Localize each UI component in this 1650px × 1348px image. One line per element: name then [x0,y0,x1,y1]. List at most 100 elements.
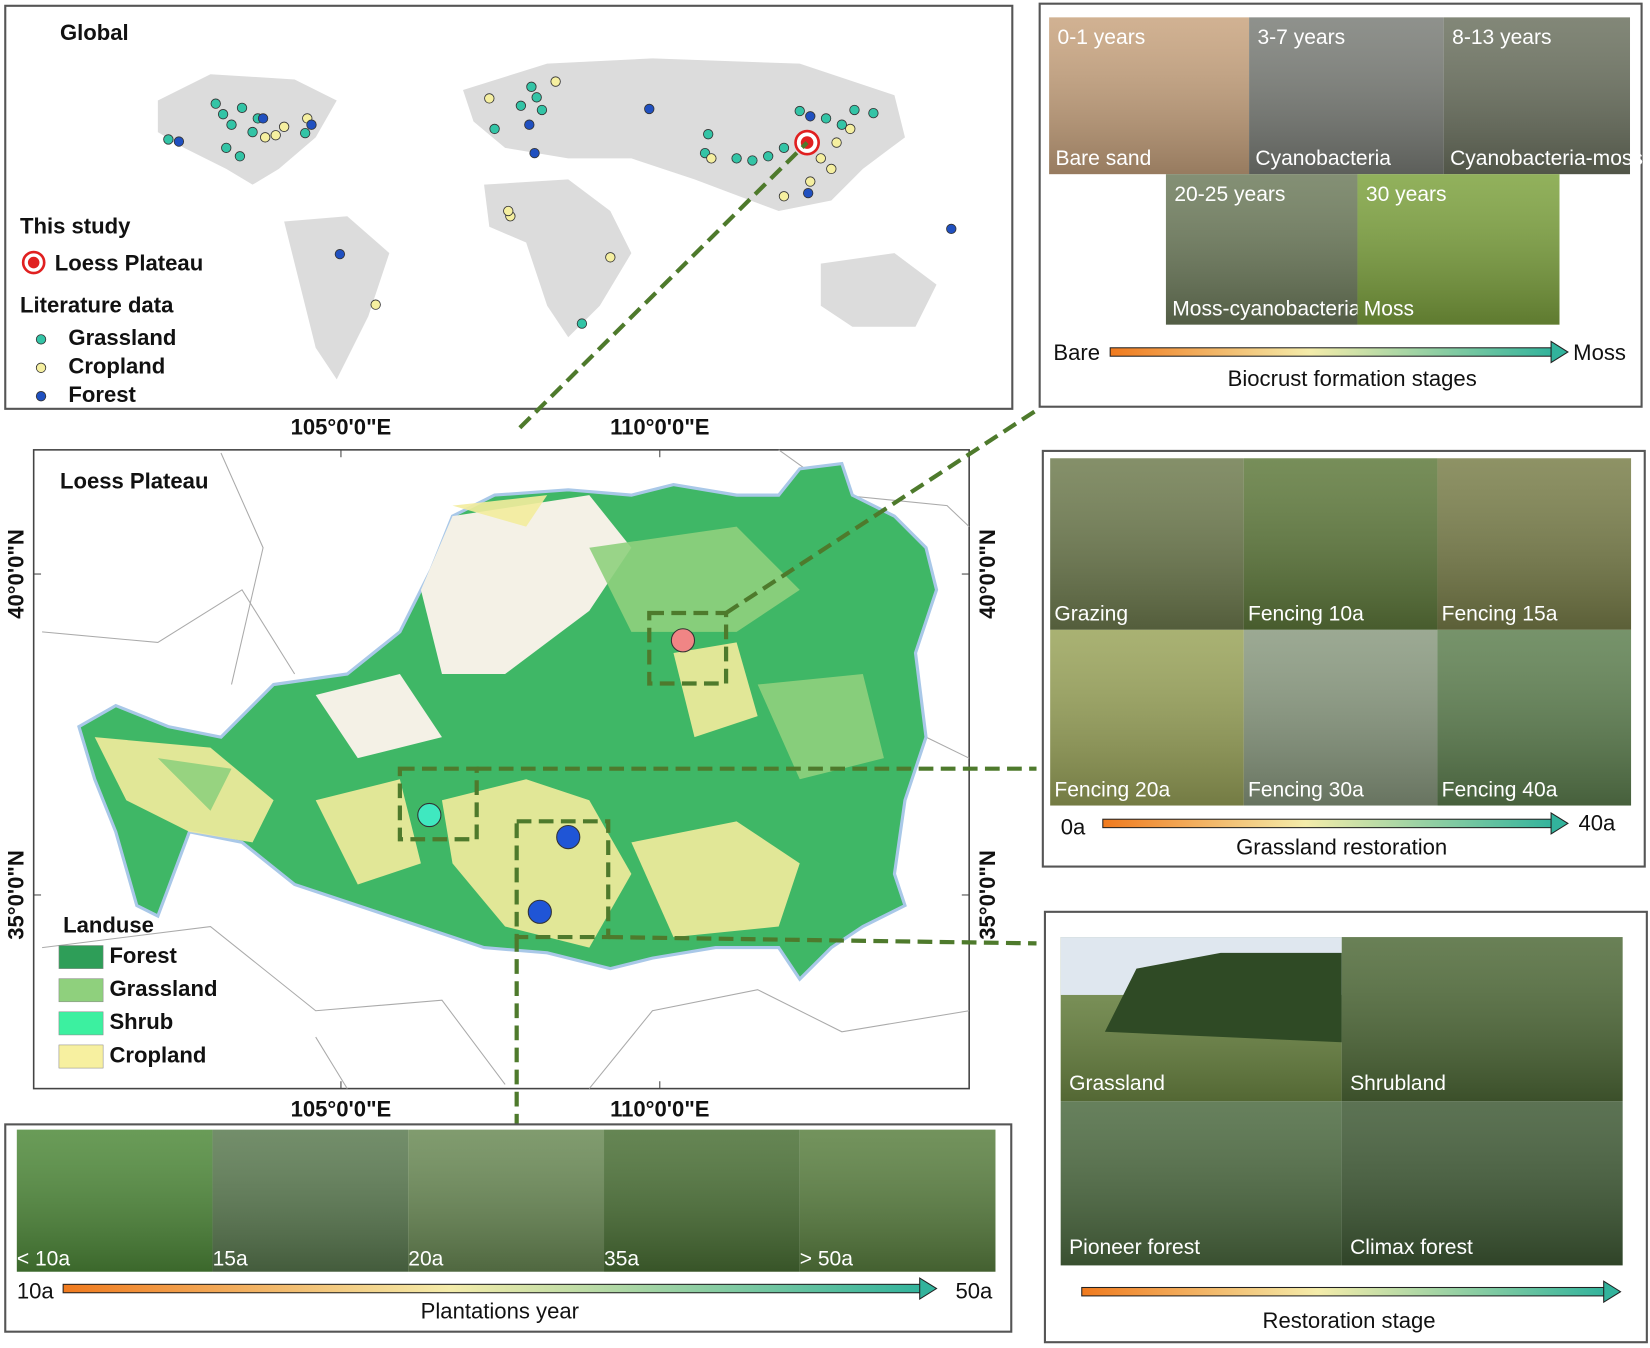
site-dot [531,92,542,103]
label: Grassland restoration [1236,835,1447,860]
label: Grassland [109,976,217,1001]
site-dot [826,163,837,175]
site-dot [260,132,271,143]
lat-label: 40°0'0"N [4,529,29,619]
site-dot [221,142,232,154]
site-box [514,819,611,940]
tree-line [1104,952,1342,1043]
lat-label: 40°0'0"N [975,529,1000,619]
label: 0a [1061,815,1086,840]
label: Shrub [109,1009,173,1034]
legend-dot [35,334,47,345]
site-dot [605,252,616,263]
continent [484,179,632,338]
label: Shrubland [1350,1072,1446,1095]
site-marker [556,825,581,850]
site-marker [417,802,442,828]
site-dot [803,187,814,199]
photo-shade [16,1129,213,1272]
label: Forest [109,943,177,968]
site-dot [210,98,221,109]
photo-shade [1165,174,1358,325]
arrow-head [1603,1280,1622,1304]
site-dot [334,248,346,260]
photo-shade [1049,17,1250,175]
label: Global [60,20,129,45]
label: Forest [68,382,136,407]
label: 35a [604,1248,639,1271]
site-dot [270,130,281,141]
label: Fencing 20a [1054,778,1170,801]
site-box [647,610,729,686]
label: 0-1 years [1058,26,1146,49]
label: Bare sand [1055,147,1151,170]
site-dot [529,147,540,159]
photo-shade [1357,174,1560,325]
site-dot [524,119,535,130]
arrow-head [1550,811,1569,835]
label: Cropland [109,1042,206,1067]
cropland-area [315,779,421,885]
boundary-line [588,989,970,1089]
photo-shade [1060,1101,1342,1266]
label: 50a [955,1279,993,1304]
connector [608,934,1037,946]
label: Moss-cyanobacteria [1172,297,1360,320]
label: Plantations year [421,1299,579,1324]
site-dot [946,223,957,235]
boundary-line [42,926,506,1085]
cropland-area [631,821,800,938]
site-dot [815,153,826,164]
photo-shade [1050,629,1244,806]
site-dot [747,155,758,166]
site-dot [644,103,655,115]
label: Cropland [68,354,165,379]
photo-shade [1443,17,1631,175]
sandy-area [420,495,632,674]
site-dot [778,191,790,202]
legend-dot [35,391,47,402]
site-dot [703,129,714,140]
sandy-area [315,674,442,759]
label: Biocrust formation stages [1228,366,1477,391]
site-dot [805,176,816,187]
site-dot [845,123,856,135]
site-dot [831,137,842,148]
cropland-area [673,642,758,738]
site-dot [706,153,717,164]
photo-shade [1437,629,1632,806]
photo-shade [1050,458,1244,630]
grassland-area [157,758,232,811]
site-marker [670,628,696,653]
photo-shade [1437,458,1632,630]
label: Cyanobacteria-moss [1450,147,1643,170]
legend-swatch [58,978,104,1003]
photo-shade [1243,458,1438,630]
site-dot [247,126,258,138]
photo-shade [604,1129,800,1272]
site-dot [163,134,174,145]
label: Grassland [68,325,176,350]
label: 30 years [1366,183,1447,206]
site-dot [484,93,495,104]
site-dot [763,151,774,162]
label: 20-25 years [1174,183,1285,206]
site-dot [278,121,290,132]
site-dot [731,153,742,164]
photo-shade [1341,937,1623,1102]
lon-label: 110°0'0"E [610,1097,709,1122]
photo-shade [1243,629,1438,806]
label: Fencing 30a [1248,778,1364,801]
study-dot [27,256,40,269]
site-dot [173,136,185,147]
connector [518,141,809,430]
site-dot [503,205,514,217]
label: Fencing 40a [1442,778,1558,801]
photo-shade [799,1129,996,1272]
site-dot [370,299,381,310]
legend-swatch [58,1011,104,1036]
continent [463,58,905,211]
photo-shade [1249,17,1444,175]
